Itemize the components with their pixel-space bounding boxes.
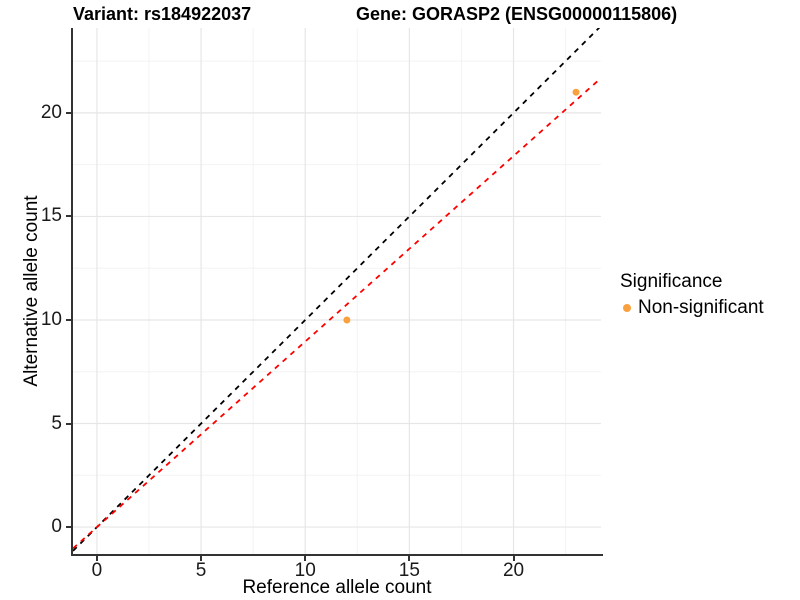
x-tick-label: 0 <box>91 560 103 581</box>
x-tick-mark <box>304 556 307 561</box>
variant-title: Variant: rs184922037 <box>73 4 252 24</box>
x-axis-line <box>71 554 603 556</box>
legend-items: Non-significant <box>620 297 764 319</box>
identity-line <box>73 28 601 552</box>
x-tick-mark <box>512 556 515 561</box>
x-tick-label: 5 <box>195 560 207 581</box>
y-axis-title: Alternative allele count <box>21 195 42 387</box>
x-tick-mark <box>95 556 98 561</box>
x-tick-mark <box>200 556 203 561</box>
data-point <box>343 316 351 324</box>
fit-line <box>73 77 601 550</box>
x-tick-label: 15 <box>398 560 420 581</box>
data-point <box>572 88 580 96</box>
x-tick-label: 10 <box>294 560 316 581</box>
y-tick-label: 15 <box>40 205 62 227</box>
legend-item: Non-significant <box>620 297 764 319</box>
y-tick-mark <box>66 318 71 321</box>
y-tick-mark <box>66 111 71 114</box>
gene-title: Gene: GORASP2 (ENSG00000115806) <box>356 4 678 24</box>
legend-item-label: Non-significant <box>638 297 764 318</box>
legend: Significance Non-significant <box>620 271 764 319</box>
y-tick-mark <box>66 215 71 218</box>
plot-canvas <box>73 28 601 554</box>
x-tick-label: 20 <box>502 560 525 581</box>
y-tick-label: 5 <box>51 412 62 434</box>
y-tick-label: 10 <box>40 308 62 330</box>
y-tick-label: 0 <box>51 516 62 538</box>
y-tick-mark <box>66 422 71 425</box>
x-tick-mark <box>408 556 411 561</box>
legend-key-dot-icon <box>623 304 631 312</box>
x-axis-title: Reference allele count <box>242 577 432 598</box>
legend-title: Significance <box>620 271 723 292</box>
y-tick-label: 20 <box>40 101 62 123</box>
y-tick-mark <box>66 526 71 529</box>
y-axis-line <box>71 28 73 556</box>
plot-panel <box>73 28 601 554</box>
